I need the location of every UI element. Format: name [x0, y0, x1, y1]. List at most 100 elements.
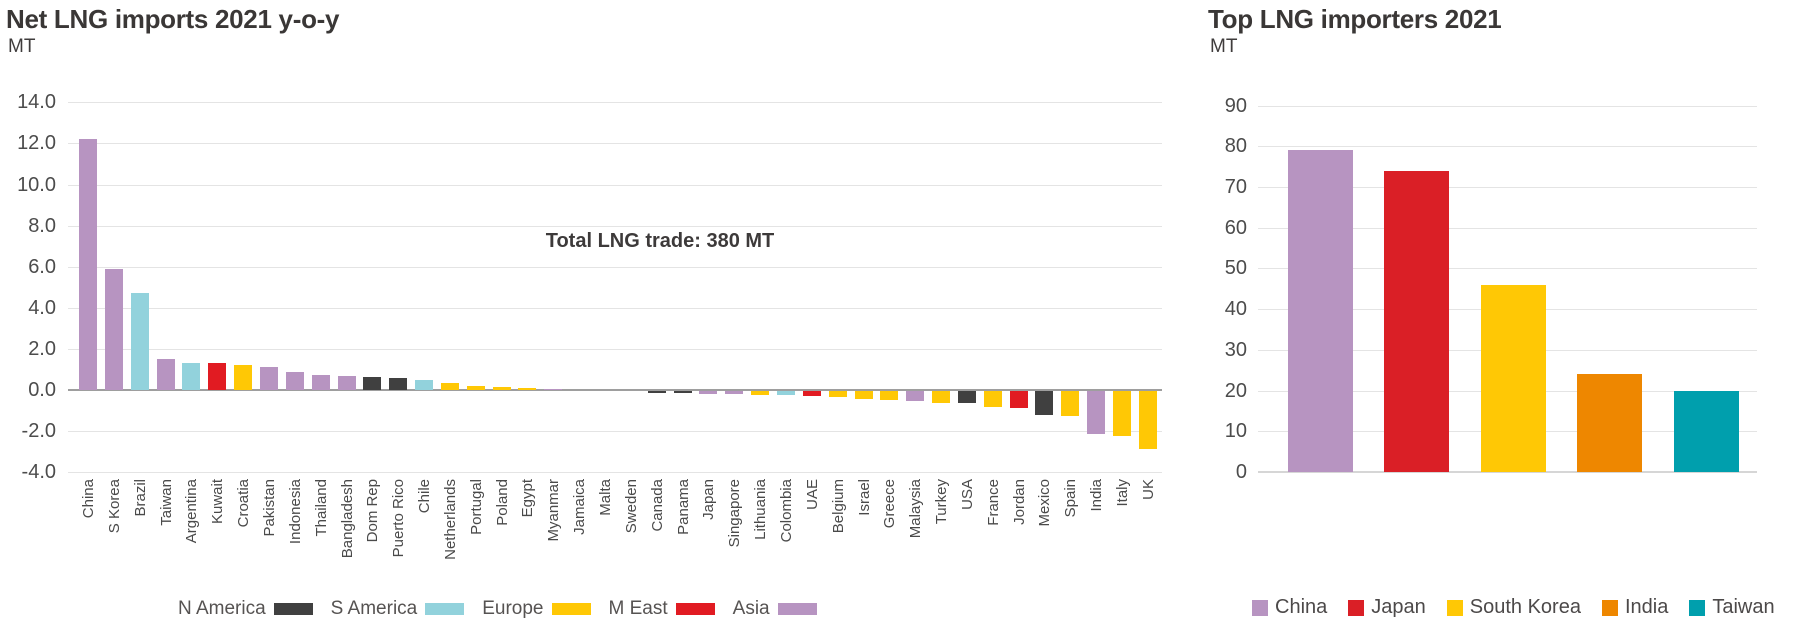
x-tick-label-spain: Spain: [1062, 479, 1079, 518]
x-tick-label-indonesia: Indonesia: [287, 479, 304, 545]
bar-japan: [1384, 171, 1449, 472]
x-tick-label-netherlands: Netherlands: [442, 479, 459, 560]
legend-item-india: India: [1601, 596, 1669, 619]
bar-kuwait: [208, 363, 226, 390]
legend-label: Japan: [1371, 596, 1426, 618]
right-chart-legend: China Japan South Korea India Taiwan: [1252, 596, 1796, 619]
x-tick-label-s-korea: S Korea: [106, 479, 123, 534]
x-tick-label-chile: Chile: [416, 479, 433, 514]
y-tick-label: -4.0: [21, 461, 56, 484]
gridline: [68, 266, 1162, 268]
x-tick-label-taiwan: Taiwan: [158, 479, 175, 526]
x-tick-label-france: France: [985, 479, 1002, 526]
bar-india: [1577, 374, 1642, 472]
gridline: [1258, 105, 1757, 107]
y-tick-label: 40: [1224, 298, 1247, 321]
legend-swatch-asia: [777, 603, 817, 615]
bar-israel: [855, 391, 873, 399]
x-tick-label-myanmar: Myanmar: [545, 479, 562, 542]
x-tick-label-brazil: Brazil: [132, 479, 149, 517]
x-tick-label-puerto-rico: Puerto Rico: [390, 479, 407, 558]
bar-bangladesh: [338, 376, 356, 390]
x-tick-label-china: China: [80, 479, 97, 519]
legend-swatch-europe: [551, 603, 591, 615]
x-tick-label-mexico: Mexico: [1036, 479, 1053, 527]
x-tick-label-jamaica: Jamaica: [571, 479, 588, 535]
bar-pakistan: [260, 367, 278, 390]
x-tick-label-argentina: Argentina: [183, 479, 200, 544]
x-tick-label-egypt: Egypt: [519, 479, 536, 518]
bar-china: [1288, 150, 1353, 472]
x-tick-label-thailand: Thailand: [313, 479, 330, 537]
y-tick-label: 60: [1224, 216, 1247, 239]
x-tick-label-malta: Malta: [597, 479, 614, 516]
x-tick-label-portugal: Portugal: [468, 479, 485, 535]
x-tick-label-jordan: Jordan: [1011, 479, 1028, 525]
bar-myanmar: [544, 389, 562, 390]
right-chart-title: Top LNG importers 2021: [1208, 4, 1502, 34]
bar-japan: [699, 391, 717, 394]
x-tick-label-belgium: Belgium: [830, 479, 847, 534]
gridline: [1258, 268, 1757, 270]
total-lng-trade-annotation: Total LNG trade: 380 MT: [545, 230, 775, 252]
gridline: [68, 472, 1162, 474]
gridline: [68, 143, 1162, 145]
x-tick-label-panama: Panama: [675, 479, 692, 535]
legend-item-m-east: M East: [609, 598, 715, 620]
bar-netherlands: [441, 383, 459, 390]
bar-brazil: [131, 293, 149, 390]
legend-item-s-america: S America: [331, 598, 465, 620]
left-chart-title: Net LNG imports 2021 y-o-y: [6, 4, 340, 34]
legend-label: China: [1275, 596, 1328, 618]
bar-egypt: [518, 388, 536, 390]
bar-panama: [674, 391, 692, 393]
bar-belgium: [829, 391, 847, 397]
x-tick-label-colombia: Colombia: [778, 479, 795, 543]
bar-uk: [1139, 391, 1157, 449]
left-chart-unit-label: MT: [8, 36, 36, 57]
bar-mexico: [1035, 391, 1053, 415]
bar-portugal: [467, 386, 485, 390]
y-tick-label: 4.0: [28, 296, 56, 319]
x-tick-label-japan: Japan: [700, 479, 717, 520]
bar-malaysia: [906, 391, 924, 401]
legend-swatch-japan: [1348, 599, 1365, 616]
y-tick-label: -2.0: [21, 420, 56, 443]
legend-item-n-america: N America: [178, 598, 313, 620]
bar-thailand: [312, 375, 330, 390]
legend-swatch-n-america: [273, 603, 313, 615]
gridline: [68, 431, 1162, 433]
x-tick-label-bangladesh: Bangladesh: [339, 479, 356, 559]
right-chart-unit-label: MT: [1210, 36, 1238, 57]
y-tick-label: 12.0: [17, 132, 56, 155]
bar-colombia: [777, 391, 795, 395]
gridline: [68, 184, 1162, 186]
legend-label: India: [1624, 596, 1669, 618]
y-tick-label: 14.0: [17, 91, 56, 114]
bar-jordan: [1010, 391, 1028, 408]
x-tick-label-malaysia: Malaysia: [907, 479, 924, 539]
bar-france: [984, 391, 1002, 407]
bar-turkey: [932, 391, 950, 403]
x-tick-label-canada: Canada: [649, 479, 666, 532]
bar-india: [1087, 391, 1105, 434]
legend-swatch-m-east: [675, 603, 715, 615]
legend-item-europe: Europe: [482, 598, 591, 620]
x-tick-label-uae: UAE: [804, 479, 821, 510]
x-tick-label-kuwait: Kuwait: [209, 479, 226, 525]
gridline: [1258, 227, 1757, 229]
bar-indonesia: [286, 372, 304, 390]
legend-item-taiwan: Taiwan: [1689, 596, 1775, 619]
y-tick-label: 70: [1224, 175, 1247, 198]
bar-argentina: [182, 363, 200, 390]
y-tick-label: 8.0: [28, 214, 56, 237]
y-tick-label: 20: [1224, 379, 1247, 402]
legend-label: Asia: [732, 598, 770, 619]
bar-lithuania: [751, 391, 769, 395]
bar-chile: [415, 380, 433, 390]
legend-swatch-south-korea: [1446, 599, 1463, 616]
bar-south-korea: [1481, 285, 1546, 472]
legend-label: Taiwan: [1712, 596, 1775, 618]
x-tick-label-sweden: Sweden: [623, 479, 640, 534]
